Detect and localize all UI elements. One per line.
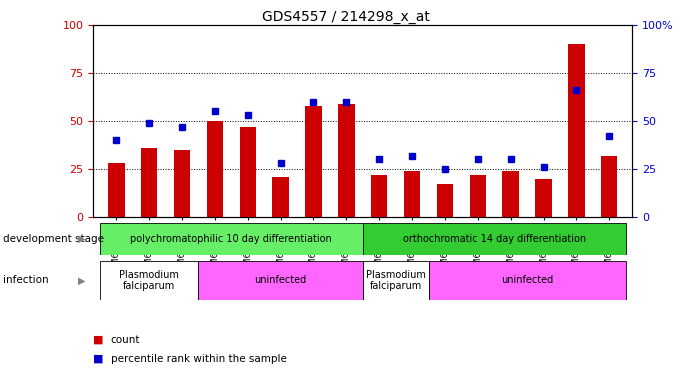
Bar (207, 121, 223, 217)
Bar (363, 223, 625, 255)
Bar (428, 261, 625, 300)
Text: uninfected: uninfected (254, 275, 307, 285)
Bar (371, 175, 388, 217)
Bar (470, 175, 486, 217)
Bar (404, 171, 420, 217)
Text: development stage: development stage (3, 234, 104, 244)
Text: uninfected: uninfected (501, 275, 553, 285)
Bar (601, 156, 618, 217)
Bar (174, 150, 190, 217)
Text: ▶: ▶ (78, 275, 85, 285)
Text: count: count (111, 335, 140, 345)
Bar (305, 106, 322, 217)
Bar (240, 127, 256, 217)
Bar (108, 163, 124, 217)
Bar (272, 177, 289, 217)
Text: polychromatophilic 10 day differentiation: polychromatophilic 10 day differentiatio… (131, 234, 332, 244)
Text: orthochromatic 14 day differentiation: orthochromatic 14 day differentiation (403, 234, 586, 244)
Text: infection: infection (3, 275, 49, 285)
Bar (100, 223, 363, 255)
Bar (338, 104, 354, 217)
Bar (536, 179, 551, 217)
Text: percentile rank within the sample: percentile rank within the sample (111, 354, 287, 364)
Text: Plasmodium
falciparum: Plasmodium falciparum (120, 270, 179, 291)
Bar (437, 184, 453, 217)
Bar (568, 44, 585, 217)
Text: ▶: ▶ (78, 234, 85, 244)
Bar (141, 148, 158, 217)
Text: GDS4557 / 214298_x_at: GDS4557 / 214298_x_at (262, 10, 429, 23)
Bar (198, 261, 363, 300)
Text: ■: ■ (93, 354, 104, 364)
Text: Plasmodium
falciparum: Plasmodium falciparum (366, 270, 426, 291)
Bar (363, 261, 428, 300)
Bar (502, 171, 519, 217)
Bar (100, 261, 198, 300)
Text: ■: ■ (93, 335, 104, 345)
